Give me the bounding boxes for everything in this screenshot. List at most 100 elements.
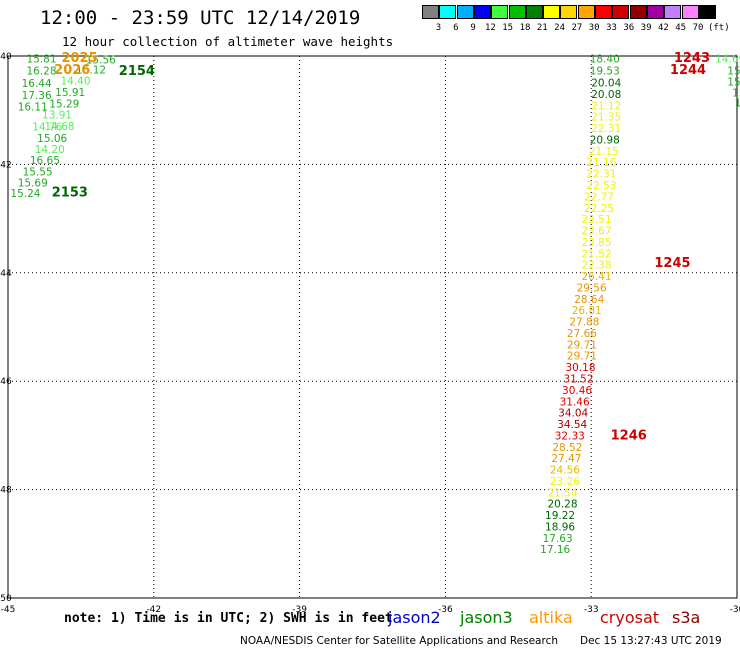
- footer-credit: NOAA/NESDIS Center for Satellite Applica…: [240, 635, 558, 647]
- wave-height-value: 23.51: [581, 214, 611, 226]
- legend-swatch: [646, 5, 664, 19]
- legend-swatch: [698, 5, 716, 19]
- legend-label: 33: [606, 23, 617, 33]
- legend-unit: (ft): [707, 23, 730, 33]
- legend-label: 27: [571, 23, 583, 33]
- pass-time-label: 1245: [654, 256, 690, 271]
- wave-height-value: 22.38: [581, 260, 611, 272]
- chart-title: 12:00 - 23:59 UTC 12/14/2019: [40, 7, 361, 29]
- wave-height-value: 19.22: [545, 510, 575, 522]
- wave-height-value: 15.27: [727, 66, 740, 78]
- x-tick-label: -33: [584, 605, 599, 615]
- wave-height-value: 22.77: [584, 191, 614, 203]
- x-tick-label: -36: [438, 605, 453, 615]
- y-tick-label: -42: [0, 160, 12, 170]
- wave-height-value: 15.55: [23, 166, 53, 178]
- wave-height-value: 14.69: [715, 54, 740, 66]
- wave-height-value: 21.15: [589, 146, 619, 158]
- satellite-s3a: s3a: [672, 608, 701, 627]
- wave-height-value: 26.41: [581, 271, 611, 283]
- wave-height-value: 14.40: [60, 75, 90, 87]
- legend-label: 39: [640, 23, 652, 33]
- wave-height-value: 15.: [732, 87, 740, 99]
- legend-swatch: [543, 5, 561, 19]
- wave-height-value: 31.52: [563, 373, 593, 385]
- legend-swatch: [560, 5, 578, 19]
- wave-height-value: 20.98: [590, 134, 620, 146]
- wave-height-value: 19.53: [590, 66, 620, 78]
- wave-height-value: 15.56: [86, 54, 116, 66]
- wave-height-value: 27.88: [569, 317, 599, 329]
- legend-swatch: [577, 5, 595, 19]
- wave-height-value: 22.31: [586, 169, 616, 181]
- legend-swatch: [629, 5, 647, 19]
- legend-swatch: [508, 5, 526, 19]
- units-note: note: 1) Time is in UTC; 2) SWH is in fe…: [64, 611, 393, 626]
- y-tick-label: -46: [0, 377, 12, 387]
- wave-height-value: 21.52: [581, 248, 611, 260]
- legend-label: 6: [453, 23, 459, 33]
- satellite-cryosat: cryosat: [600, 608, 660, 627]
- wave-height-value: 14.76: [32, 121, 62, 133]
- y-tick-label: -48: [0, 486, 12, 496]
- wave-height-value: 22.31: [591, 123, 621, 135]
- wave-height-value: 15.06: [37, 133, 67, 145]
- wave-height-value: 22.25: [584, 203, 614, 215]
- wave-height-value: 21.16: [586, 157, 616, 169]
- wave-height-value: 24.56: [550, 465, 580, 477]
- legend-label: 70: [692, 23, 704, 33]
- wave-height-value: 20.28: [547, 499, 577, 511]
- satellite-jason2: jason2: [388, 608, 441, 627]
- legend-swatch: [473, 5, 491, 19]
- wave-height-value: 18.96: [545, 521, 575, 533]
- wave-height-value: 17.36: [22, 90, 52, 102]
- y-tick-label: -50: [0, 594, 12, 604]
- wave-height-value: 16.11: [18, 101, 48, 113]
- legend-label: 18: [519, 23, 531, 33]
- wave-height-value: 28.52: [552, 442, 582, 454]
- wave-height-value: 17.63: [543, 533, 573, 545]
- wave-height-value: 15.12: [76, 65, 106, 77]
- wave-height-value: 15.24: [10, 188, 40, 200]
- legend-label: 12: [484, 23, 496, 33]
- x-tick-label: -39: [292, 605, 307, 615]
- pass-time-label: 2025: [61, 51, 97, 66]
- wave-height-value: 28.64: [574, 294, 604, 306]
- wave-height-value: 32.33: [555, 430, 585, 442]
- wave-height-value: 20.08: [591, 89, 621, 101]
- wave-height-value: 29.71: [567, 351, 597, 363]
- wave-height-value: 29.56: [577, 282, 607, 294]
- wave-height-value: 21.35: [591, 112, 621, 124]
- legend-label: 24: [554, 23, 566, 33]
- wave-height-value: 16.44: [22, 78, 52, 90]
- pass-time-label: 2153: [52, 186, 88, 201]
- legend-swatch: [422, 5, 439, 19]
- wave-height-value: 30.18: [565, 362, 595, 374]
- wave-height-value: 34.04: [558, 408, 588, 420]
- wave-height-value: 14.68: [44, 121, 74, 133]
- x-tick-label: -30: [730, 605, 740, 615]
- wave-height-value: 26.81: [572, 305, 602, 317]
- legend-label: 45: [675, 23, 687, 33]
- wave-height-value: 30.46: [562, 385, 592, 397]
- y-tick-label: -40: [0, 52, 12, 62]
- legend-swatch: [439, 5, 457, 19]
- footer-timestamp: Dec 15 13:27:43 UTC 2019: [580, 635, 722, 647]
- satellite-altika: altika: [529, 608, 573, 627]
- legend-label: 9: [470, 23, 476, 33]
- wave-height-value: 21.54: [547, 487, 577, 499]
- satellite-jason3: jason3: [460, 608, 513, 627]
- pass-time-label: 2026: [54, 63, 90, 78]
- wave-height-value: 15: [735, 98, 740, 110]
- wave-height-value: 15.29: [49, 99, 79, 111]
- chart-subtitle: 12 hour collection of altimeter wave hei…: [62, 34, 394, 49]
- legend-swatch: [456, 5, 474, 19]
- wave-height-value: 15.69: [18, 177, 48, 189]
- wave-height-value: 16.65: [30, 155, 60, 167]
- wave-height-value: 17.16: [540, 544, 570, 556]
- wave-height-value: 18.40: [590, 54, 620, 66]
- map-frame: [7, 55, 738, 599]
- pass-time-label: 1244: [670, 63, 706, 78]
